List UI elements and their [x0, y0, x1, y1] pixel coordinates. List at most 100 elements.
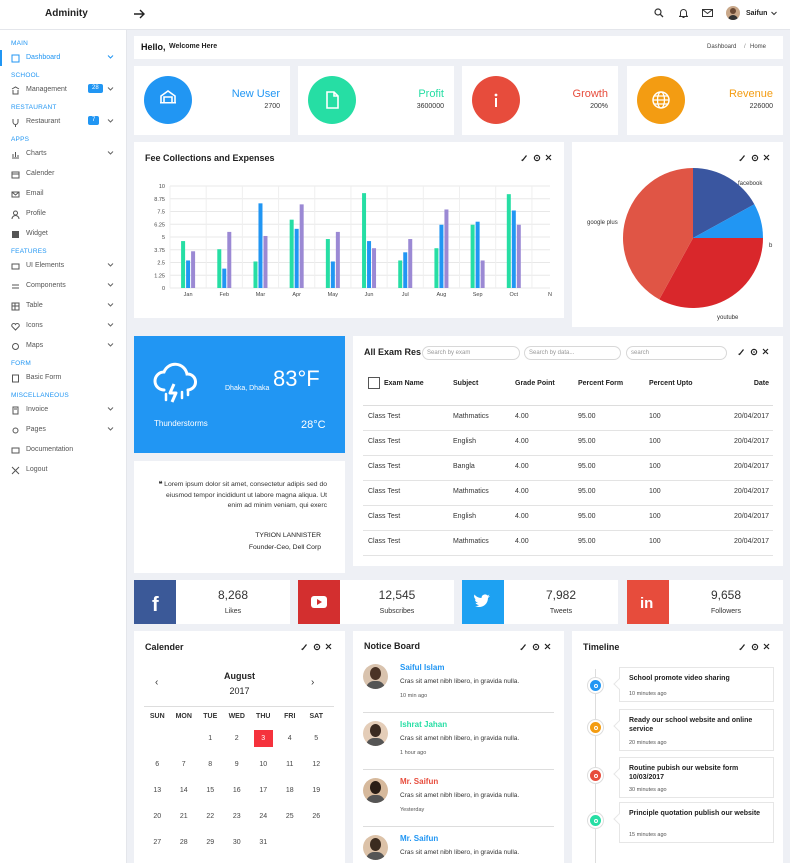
table-row[interactable]: Class Test English 4.00 95.00 100 20/04/2017 [353, 509, 783, 534]
table-row[interactable]: Class Test Bangla 4.00 95.00 100 20/04/2017 [353, 459, 783, 484]
notice-item[interactable]: Mr. Saifun Cras sit amet nibh libero, in … [353, 773, 564, 830]
calendar-day[interactable]: 5 [303, 725, 330, 751]
select-all-checkbox[interactable] [368, 377, 380, 389]
prev-month-icon[interactable]: ‹ [155, 677, 159, 688]
settings-icon[interactable] [751, 154, 759, 162]
menu-toggle-arrow-icon[interactable] [134, 9, 146, 19]
edit-icon[interactable] [739, 154, 746, 162]
calendar-day[interactable]: 22 [197, 803, 224, 829]
notice-name[interactable]: Saiful Islam [400, 663, 445, 672]
calendar-day[interactable]: 27 [144, 829, 171, 855]
chevron-down-icon[interactable] [107, 321, 114, 328]
table-row[interactable]: Class Test Mathmatics 4.00 95.00 100 20/04/20… [353, 484, 783, 509]
sidebar-item-calender[interactable]: Calender [0, 166, 127, 182]
calendar-day[interactable]: 6 [144, 751, 171, 777]
search-by-data-input[interactable]: Search by data... [524, 346, 621, 360]
sidebar-item-icons[interactable]: Icons [0, 318, 127, 334]
edit-icon[interactable] [301, 643, 308, 651]
close-icon[interactable] [544, 643, 551, 651]
user-avatar[interactable] [726, 6, 740, 20]
timeline-item[interactable]: Principle quotation publish our website 1… [613, 802, 774, 843]
chevron-down-icon[interactable] [107, 85, 114, 92]
chevron-down-icon[interactable] [107, 341, 114, 348]
chevron-down-icon[interactable] [107, 117, 114, 124]
sidebar-item-maps[interactable]: Maps [0, 338, 127, 354]
calendar-day[interactable]: 13 [144, 777, 171, 803]
edit-icon[interactable] [520, 643, 527, 651]
calendar-day[interactable]: 3 [250, 725, 277, 751]
sidebar-item-widget[interactable]: Widget [0, 226, 127, 242]
calendar-day[interactable]: 26 [303, 803, 330, 829]
settings-icon[interactable] [533, 154, 541, 162]
calendar-day[interactable]: 16 [224, 777, 251, 803]
calendar-day[interactable]: 8 [197, 751, 224, 777]
calendar-day[interactable]: 11 [277, 751, 304, 777]
column-header[interactable]: Subject [453, 380, 479, 387]
edit-icon[interactable] [739, 643, 746, 651]
sidebar-item-pages[interactable]: Pages [0, 422, 127, 438]
notice-name[interactable]: Ishrat Jahan [400, 720, 448, 729]
table-row[interactable]: Class Test Mathmatics 4.00 95.00 100 20/04/20… [353, 409, 783, 434]
twitter-icon[interactable] [462, 580, 504, 624]
column-header[interactable]: Percent Form [578, 380, 624, 387]
chevron-down-icon[interactable] [107, 425, 114, 432]
calendar-day[interactable]: 23 [224, 803, 251, 829]
chevron-down-icon[interactable] [107, 149, 114, 156]
calendar-day[interactable]: 10 [250, 751, 277, 777]
search-input[interactable]: search [626, 346, 727, 360]
breadcrumb-home[interactable]: Home [750, 44, 767, 50]
sidebar-item-ui-elements[interactable]: UI Elements [0, 258, 127, 274]
calendar-day[interactable]: 18 [277, 777, 304, 803]
chevron-down-icon[interactable] [107, 301, 114, 308]
column-header[interactable]: Grade Point [515, 380, 555, 387]
chevron-down-icon[interactable] [107, 53, 114, 60]
sidebar-item-restaurant[interactable]: Restaurant 7 [0, 114, 127, 130]
sidebar-item-profile[interactable]: Profile [0, 206, 127, 222]
close-icon[interactable] [763, 643, 770, 651]
timeline-item[interactable]: Ready our school website and online serv… [613, 709, 774, 751]
timeline-item[interactable]: School promote video sharing 10 minutes a… [613, 667, 774, 702]
breadcrumb-dashboard[interactable]: Dashboard [707, 44, 737, 50]
chevron-down-icon[interactable] [771, 11, 777, 16]
sidebar-item-logout[interactable]: Logout [0, 462, 127, 478]
user-name[interactable]: Saifun [746, 10, 768, 17]
chevron-down-icon[interactable] [107, 281, 114, 288]
calendar-day[interactable]: 12 [303, 751, 330, 777]
calendar-day[interactable]: 9 [224, 751, 251, 777]
calendar-day[interactable]: 21 [171, 803, 198, 829]
sidebar-item-charts[interactable]: Charts [0, 146, 127, 162]
sidebar-item-invoice[interactable]: Invoice [0, 402, 127, 418]
calendar-day[interactable]: 4 [277, 725, 304, 751]
calendar-day[interactable]: 20 [144, 803, 171, 829]
bell-icon[interactable] [679, 8, 688, 18]
calendar-day[interactable]: 1 [197, 725, 224, 751]
notice-item[interactable]: Mr. Saifun Cras sit amet nibh libero, in … [353, 830, 564, 863]
chevron-down-icon[interactable] [107, 405, 114, 412]
facebook-icon[interactable]: f [134, 580, 176, 624]
settings-icon[interactable] [313, 643, 321, 651]
calendar-day[interactable]: 28 [171, 829, 198, 855]
sidebar-item-table[interactable]: Table [0, 298, 127, 314]
chevron-down-icon[interactable] [107, 261, 114, 268]
edit-icon[interactable] [738, 348, 745, 356]
close-icon[interactable] [763, 154, 770, 162]
calendar-day[interactable]: 30 [224, 829, 251, 855]
column-header[interactable]: Percent Upto [649, 380, 693, 387]
column-header[interactable]: Date [753, 380, 769, 387]
timeline-item[interactable]: Routine pubish our website form 10/03/20… [613, 757, 774, 798]
edit-icon[interactable] [521, 154, 528, 162]
notice-name[interactable]: Mr. Saifun [400, 777, 439, 786]
search-icon[interactable] [654, 8, 664, 18]
table-row[interactable]: Class Test English 4.00 95.00 100 20/04/2017 [353, 434, 783, 459]
calendar-day[interactable]: 15 [197, 777, 224, 803]
youtube-icon[interactable] [298, 580, 340, 624]
linkedin-icon[interactable]: in [627, 580, 669, 624]
settings-icon[interactable] [532, 643, 540, 651]
sidebar-item-dashboard[interactable]: Dashboard [0, 50, 127, 66]
close-icon[interactable] [325, 643, 332, 651]
next-month-icon[interactable]: › [311, 677, 315, 688]
close-icon[interactable] [545, 154, 552, 162]
table-row[interactable]: Class Test Mathmatics 4.00 95.00 100 20/04/20… [353, 534, 783, 559]
calendar-day[interactable]: 2 [224, 725, 251, 751]
close-icon[interactable] [762, 348, 769, 356]
